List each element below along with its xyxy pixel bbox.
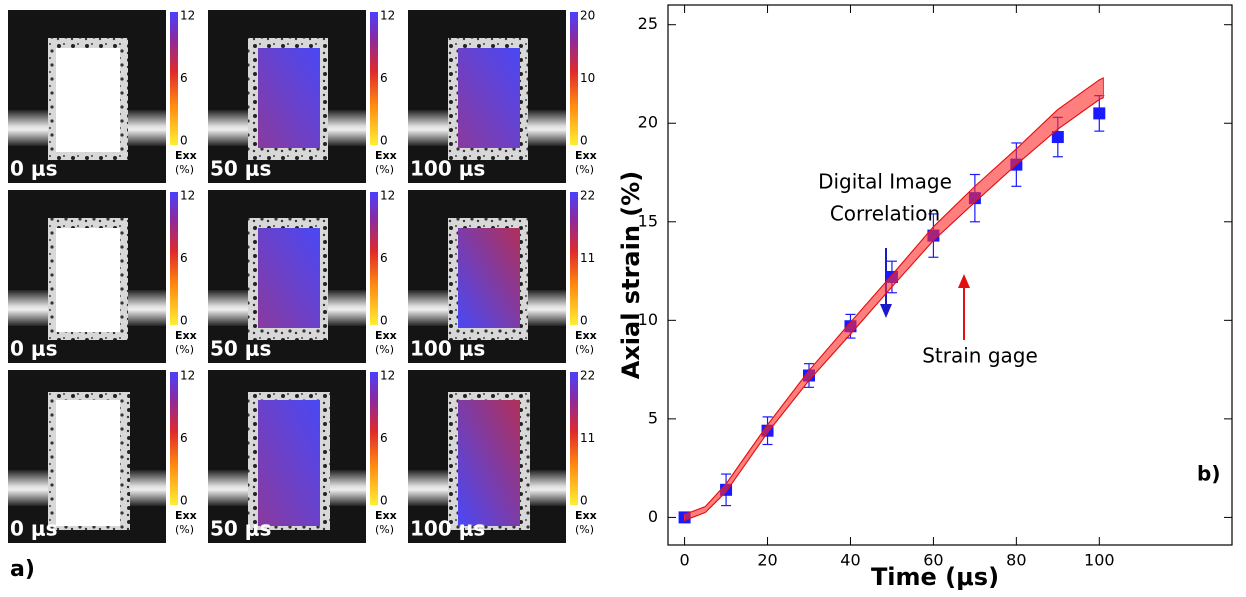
colorbar-tick: 6 (180, 71, 188, 85)
colorbar-unit: (%) (375, 163, 394, 176)
y-tick-label: 0 (648, 507, 658, 526)
y-tick-label: 5 (648, 408, 658, 427)
colorbar (170, 192, 178, 325)
time-label: 50 μs (210, 337, 271, 361)
x-tick-label: 100 (1084, 551, 1115, 570)
colorbar (370, 372, 378, 505)
colorbar-tick: 0 (180, 494, 188, 508)
y-tick-label: 20 (638, 113, 658, 132)
strain-field (258, 48, 320, 148)
colorbar-unit: (%) (175, 343, 194, 356)
plot-frame (667, 4, 1233, 546)
colorbar-tick: 20 (580, 9, 595, 23)
x-tick-label: 60 (923, 551, 943, 570)
colorbar-title: Exx (375, 509, 397, 522)
band-upper (684, 77, 1104, 515)
panel-label: b) (1197, 462, 1220, 486)
colorbar-tick: 22 (580, 369, 595, 383)
y-axis-title: Axial strain (%) (617, 171, 645, 380)
colorbar-tick: 0 (580, 134, 588, 148)
strain-field (56, 48, 120, 152)
colorbar-unit: (%) (175, 163, 194, 176)
time-label: 50 μs (210, 517, 271, 541)
x-tick-label: 20 (757, 551, 777, 570)
colorbar-tick: 0 (580, 314, 588, 328)
x-axis-title: Time (μs) (871, 563, 999, 591)
annotation: Correlation (830, 202, 940, 226)
colorbar-tick: 11 (580, 251, 595, 265)
strain-field (458, 400, 520, 526)
y-tick-label: 25 (638, 14, 658, 33)
colorbar-tick: 0 (180, 314, 188, 328)
colorbar-unit: (%) (175, 523, 194, 536)
strain-field (458, 228, 520, 328)
colorbar (370, 192, 378, 325)
colorbar (170, 12, 178, 145)
time-label: 0 μs (10, 517, 58, 541)
strain-field (56, 400, 120, 526)
colorbar-title: Exx (375, 329, 397, 342)
colorbar-tick: 10 (580, 71, 595, 85)
colorbar (370, 12, 378, 145)
strain-field (258, 400, 320, 526)
colorbar-tick: 12 (380, 9, 395, 23)
colorbar-title: Exx (575, 149, 597, 162)
colorbar (570, 372, 578, 505)
colorbar (170, 372, 178, 505)
colorbar-tick: 0 (380, 134, 388, 148)
time-label: 100 μs (410, 157, 485, 181)
colorbar-unit: (%) (575, 523, 594, 536)
colorbar-tick: 6 (380, 431, 388, 445)
colorbar-tick: 0 (380, 494, 388, 508)
colorbar-title: Exx (175, 509, 197, 522)
time-label: 100 μs (410, 517, 485, 541)
colorbar (570, 192, 578, 325)
colorbar-tick: 11 (580, 431, 595, 445)
colorbar-tick: 22 (580, 189, 595, 203)
x-tick-label: 0 (679, 551, 689, 570)
point (1051, 131, 1064, 144)
arrowhead (958, 274, 970, 288)
colorbar-tick: 0 (180, 134, 188, 148)
strain-field (458, 48, 520, 148)
colorbar-tick: 12 (180, 369, 195, 383)
time-label: 0 μs (10, 157, 58, 181)
colorbar-tick: 6 (180, 431, 188, 445)
colorbar-title: Exx (175, 329, 197, 342)
y-tick-label: 15 (638, 211, 658, 230)
colorbar-tick: 0 (380, 314, 388, 328)
time-label: 50 μs (210, 157, 271, 181)
colorbar (570, 12, 578, 145)
colorbar-unit: (%) (575, 163, 594, 176)
time-label: 100 μs (410, 337, 485, 361)
panel-label: a) (10, 557, 35, 582)
time-label: 0 μs (10, 337, 58, 361)
colorbar-tick: 12 (380, 369, 395, 383)
colorbar-title: Exx (375, 149, 397, 162)
colorbar-tick: 6 (180, 251, 188, 265)
colorbar-title: Exx (175, 149, 197, 162)
y-tick-label: 10 (638, 310, 658, 329)
annotation: Digital Image (818, 170, 952, 194)
point (1093, 107, 1106, 120)
annotation: Strain gage (922, 344, 1038, 368)
colorbar-tick: 6 (380, 251, 388, 265)
colorbar-unit: (%) (375, 523, 394, 536)
colorbar-tick: 12 (380, 189, 395, 203)
strain-field (56, 228, 120, 332)
colorbar-tick: 0 (580, 494, 588, 508)
strain-field (258, 228, 320, 328)
colorbar-title: Exx (575, 329, 597, 342)
colorbar-title: Exx (575, 509, 597, 522)
colorbar-unit: (%) (575, 343, 594, 356)
colorbar-tick: 6 (380, 71, 388, 85)
colorbar-tick: 12 (180, 189, 195, 203)
arrowhead (880, 304, 892, 318)
x-tick-label: 80 (1006, 551, 1026, 570)
x-tick-label: 40 (840, 551, 860, 570)
colorbar-tick: 12 (180, 9, 195, 23)
colorbar-unit: (%) (375, 343, 394, 356)
band-lower (684, 97, 1104, 521)
